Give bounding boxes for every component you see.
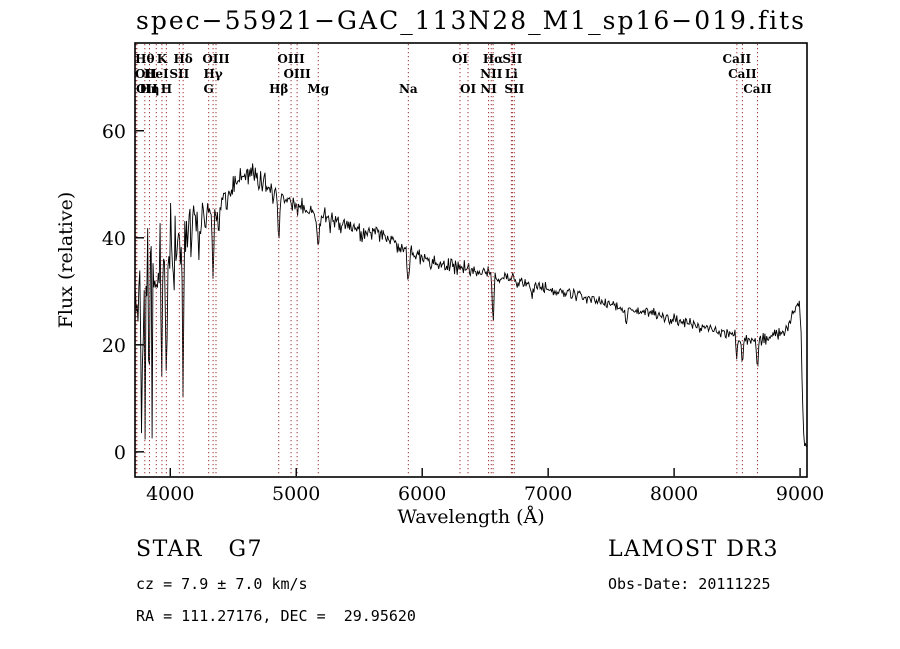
spectral-line-label-OII: OII [135,67,157,81]
x-tick-label: 5000 [272,483,320,505]
spectral-line-label-OI: OI [452,52,468,66]
y-tick-label: 20 [102,335,126,357]
spectral-line-label-G: G [204,82,214,96]
spectral-line-label-NI: NI [480,82,497,96]
spectral-line-label-OIII: OIII [202,52,230,66]
survey-release-label: LAMOST DR3 [608,537,779,562]
axes-box [134,42,808,478]
spectral-line-label-CaII: CaII [723,52,752,66]
spectral-line-label-Li: Li [505,67,518,81]
x-tick-label: 4000 [146,483,194,505]
spectral-line-label-CaII: CaII [743,82,772,96]
spectral-line-label-Hη: Hη [139,82,159,96]
spectral-line-label-OIII: OIII [283,67,311,81]
plot-title: spec−55921−GAC_113N28_M1_sp16−019.fits [136,6,806,35]
y-axis-label: Flux (relative) [55,191,77,329]
spectral-line-label-K: K [157,52,168,66]
classification-label: STAR G7 [136,537,264,562]
x-tick-label: 6000 [398,483,446,505]
spectral-line-label-CaII: CaII [728,67,757,81]
spectral-line-label-Hβ: Hβ [269,82,288,96]
spectral-line-label-SII: SII [502,52,522,66]
spectrum-trace [134,163,807,447]
y-tick-label: 0 [114,442,126,464]
spectral-line-label-HeI: HeI [144,67,169,81]
ra-dec-label: RA = 111.27176, DEC = 29.95620 [136,607,416,625]
x-tick-label: 9000 [776,483,824,505]
spectral-line-label-Mg: Mg [307,82,329,96]
obs-date-label: Obs-Date: 20111225 [608,575,771,593]
spectral-line-label-Hθ: Hθ [135,52,154,66]
cz-velocity-label: cz = 7.9 ± 7.0 km/s [136,575,308,593]
spectral-line-label-OII: OII [136,82,158,96]
spectral-line-label-Hα: Hα [483,52,504,66]
x-tick-label: 7000 [524,483,572,505]
x-tick-label: 8000 [650,483,698,505]
spectral-line-label-NII: NII [480,67,503,81]
spectral-line-label-OI: OI [460,82,476,96]
x-axis-label: Wavelength (Å) [397,506,545,528]
y-tick-label: 60 [102,121,126,143]
spectral-line-label-Hδ: Hδ [173,52,192,66]
spectral-line-label-SII: SII [169,67,189,81]
spectral-line-label-SII: SII [504,82,524,96]
spectral-line-label-Hγ: Hγ [203,67,222,81]
spectral-line-label-OIII: OIII [277,52,305,66]
spectral-line-label-Na: Na [399,82,418,96]
spectral-line-label-H: H [161,82,172,96]
y-tick-label: 40 [102,228,126,250]
